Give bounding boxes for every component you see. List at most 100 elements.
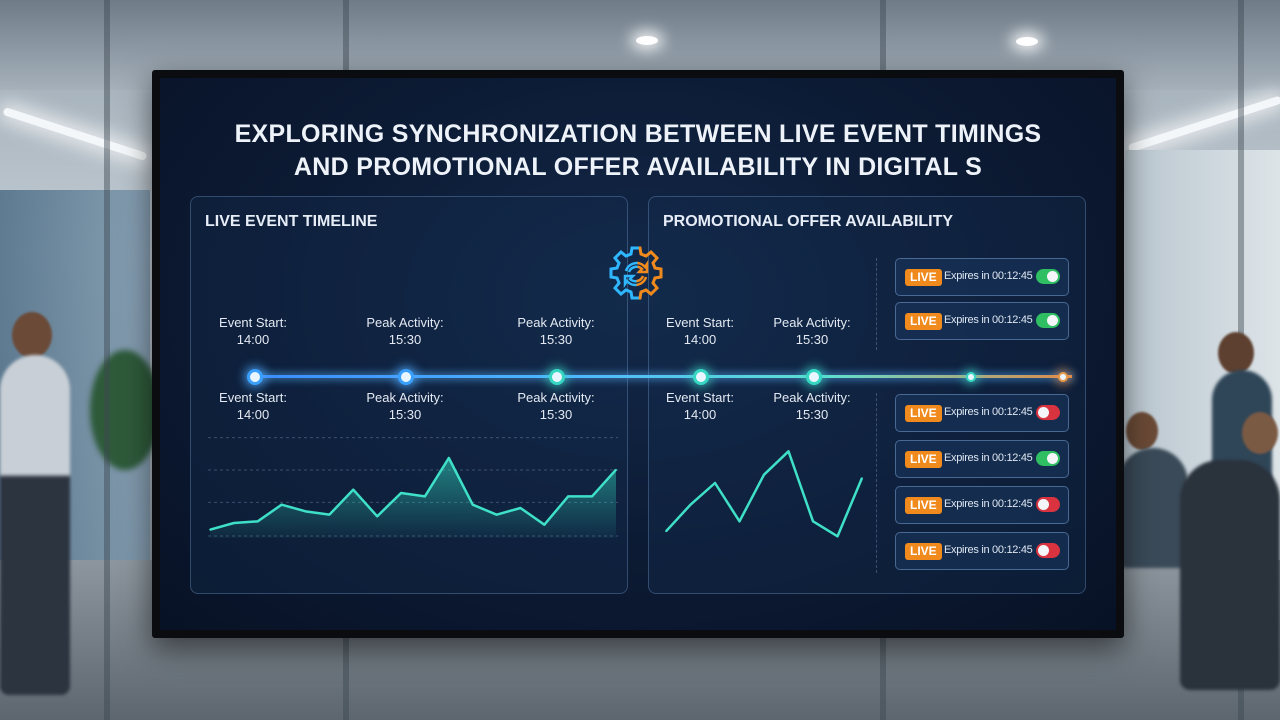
timeline-node[interactable] bbox=[398, 369, 414, 385]
person-left bbox=[0, 355, 70, 695]
timeline-label: Event Start: 14:00 bbox=[219, 390, 287, 422]
chart-point bbox=[471, 503, 474, 506]
offer-toggle[interactable] bbox=[1036, 405, 1060, 420]
timeline-node[interactable] bbox=[549, 369, 565, 385]
panel-title: PROMOTIONAL OFFER AVAILABILITY bbox=[663, 213, 954, 230]
person-head bbox=[12, 312, 52, 358]
timeline-node[interactable] bbox=[693, 369, 709, 385]
title-line-2: AND PROMOTIONAL OFFER AVAILABILITY IN DI… bbox=[293, 153, 983, 181]
chart-point bbox=[519, 507, 522, 509]
chart-point bbox=[861, 477, 863, 479]
offer-expiry-text: Expires in 00:12:45 bbox=[944, 314, 1033, 326]
dashboard-screen: EXPLORING SYNCHRONIZATION BETWEEN LIVE E… bbox=[160, 78, 1116, 630]
chart-point bbox=[812, 520, 814, 523]
timeline-node[interactable] bbox=[806, 369, 822, 385]
toggle-knob bbox=[1038, 407, 1049, 418]
chart-point bbox=[376, 515, 378, 518]
toggle-knob bbox=[1038, 499, 1049, 510]
offer-toggle[interactable] bbox=[1036, 269, 1060, 284]
offer-divider bbox=[876, 258, 878, 350]
live-badge: LIVE bbox=[905, 497, 942, 514]
timeline-label: Peak Activity: 15:30 bbox=[517, 315, 595, 347]
person-seated bbox=[1180, 460, 1280, 690]
toggle-knob bbox=[1038, 545, 1049, 556]
chart-point bbox=[495, 513, 498, 516]
offer-expiry-text: Expires in 00:12:45 bbox=[944, 452, 1033, 464]
timeline-label: Event Start: 14:00 bbox=[666, 315, 734, 347]
live-badge: LIVE bbox=[905, 451, 942, 468]
chart-point bbox=[233, 522, 235, 524]
toggle-knob bbox=[1047, 453, 1058, 464]
ceiling-light bbox=[2, 107, 148, 161]
chart-series-line bbox=[665, 450, 864, 538]
chart-point bbox=[787, 450, 790, 453]
panel-title: LIVE EVENT TIMELINE bbox=[205, 213, 378, 230]
offer-card[interactable]: LIVE Expires in 00:12:45 bbox=[895, 258, 1069, 296]
glass-partition bbox=[104, 0, 110, 720]
chart-point bbox=[209, 528, 211, 531]
timeline-label: Peak Activity: 15:30 bbox=[366, 390, 444, 422]
chart-point bbox=[665, 530, 667, 533]
live-badge: LIVE bbox=[905, 313, 942, 330]
chart-point bbox=[400, 492, 402, 494]
offer-toggle[interactable] bbox=[1036, 497, 1060, 512]
chart-point bbox=[567, 495, 570, 498]
chart-point bbox=[543, 523, 546, 526]
chart-point bbox=[763, 473, 765, 476]
chart-point bbox=[424, 495, 426, 498]
offer-card[interactable]: LIVE Expires in 00:12:45 bbox=[895, 440, 1069, 478]
timeline-node[interactable] bbox=[247, 369, 263, 385]
timeline-label: Event Start: 14:00 bbox=[219, 315, 287, 347]
offer-expiry-text: Expires in 00:12:45 bbox=[944, 406, 1033, 418]
sync-timeline-track bbox=[252, 375, 1072, 378]
timeline-label: Peak Activity: 15:30 bbox=[366, 315, 444, 347]
dashboard-title: EXPLORING SYNCHRONIZATION BETWEEN LIVE E… bbox=[160, 118, 1116, 184]
chart-area-fill bbox=[210, 458, 616, 538]
offer-card[interactable]: LIVE Expires in 00:12:45 bbox=[895, 532, 1069, 570]
timeline-label: Event Start: 14:00 bbox=[666, 390, 734, 422]
offer-card[interactable]: LIVE Expires in 00:12:45 bbox=[895, 394, 1069, 432]
chart-point bbox=[448, 457, 450, 459]
offer-toggle[interactable] bbox=[1036, 451, 1060, 466]
offer-expiry-text: Expires in 00:12:45 bbox=[944, 498, 1033, 510]
timeline-label: Peak Activity: 15:30 bbox=[773, 390, 851, 422]
person-seated bbox=[1118, 448, 1188, 568]
offer-toggle[interactable] bbox=[1036, 543, 1060, 558]
live-badge: LIVE bbox=[905, 543, 942, 560]
live-badge: LIVE bbox=[905, 405, 942, 422]
person-head bbox=[1218, 332, 1254, 374]
person-head bbox=[1126, 412, 1158, 450]
timeline-node[interactable] bbox=[1058, 372, 1068, 382]
chart-point bbox=[328, 513, 331, 516]
timeline-label: Peak Activity: 15:30 bbox=[773, 315, 851, 347]
title-line-1: EXPLORING SYNCHRONIZATION BETWEEN LIVE E… bbox=[234, 120, 1042, 148]
chart-point bbox=[304, 510, 307, 513]
ceiling-spotlight bbox=[636, 36, 658, 45]
timeline-label: Peak Activity: 15:30 bbox=[517, 390, 595, 422]
chart-point bbox=[591, 495, 593, 498]
chart-point bbox=[615, 468, 617, 471]
wall-monitor: EXPLORING SYNCHRONIZATION BETWEEN LIVE E… bbox=[152, 70, 1124, 638]
chart-point bbox=[352, 488, 355, 491]
chart-point bbox=[836, 535, 839, 538]
offer-expiry-text: Expires in 00:12:45 bbox=[944, 544, 1033, 556]
offer-divider bbox=[876, 393, 878, 573]
sync-gear-icon bbox=[609, 246, 663, 300]
live-badge: LIVE bbox=[905, 269, 942, 286]
event-activity-chart bbox=[208, 437, 618, 538]
offer-card[interactable]: LIVE Expires in 00:12:45 bbox=[895, 302, 1069, 340]
chart-point bbox=[689, 503, 692, 506]
ceiling-light bbox=[1127, 95, 1280, 153]
chart-point bbox=[738, 520, 741, 523]
person-head bbox=[1242, 412, 1278, 454]
offer-toggle[interactable] bbox=[1036, 313, 1060, 328]
toggle-knob bbox=[1047, 271, 1058, 282]
offer-card[interactable]: LIVE Expires in 00:12:45 bbox=[895, 486, 1069, 524]
toggle-knob bbox=[1047, 315, 1058, 326]
chart-point bbox=[256, 520, 259, 523]
offer-activity-chart bbox=[665, 450, 864, 538]
chart-point bbox=[280, 503, 283, 506]
chart-point bbox=[714, 482, 716, 484]
ceiling-spotlight bbox=[1016, 37, 1038, 46]
timeline-node[interactable] bbox=[966, 372, 976, 382]
